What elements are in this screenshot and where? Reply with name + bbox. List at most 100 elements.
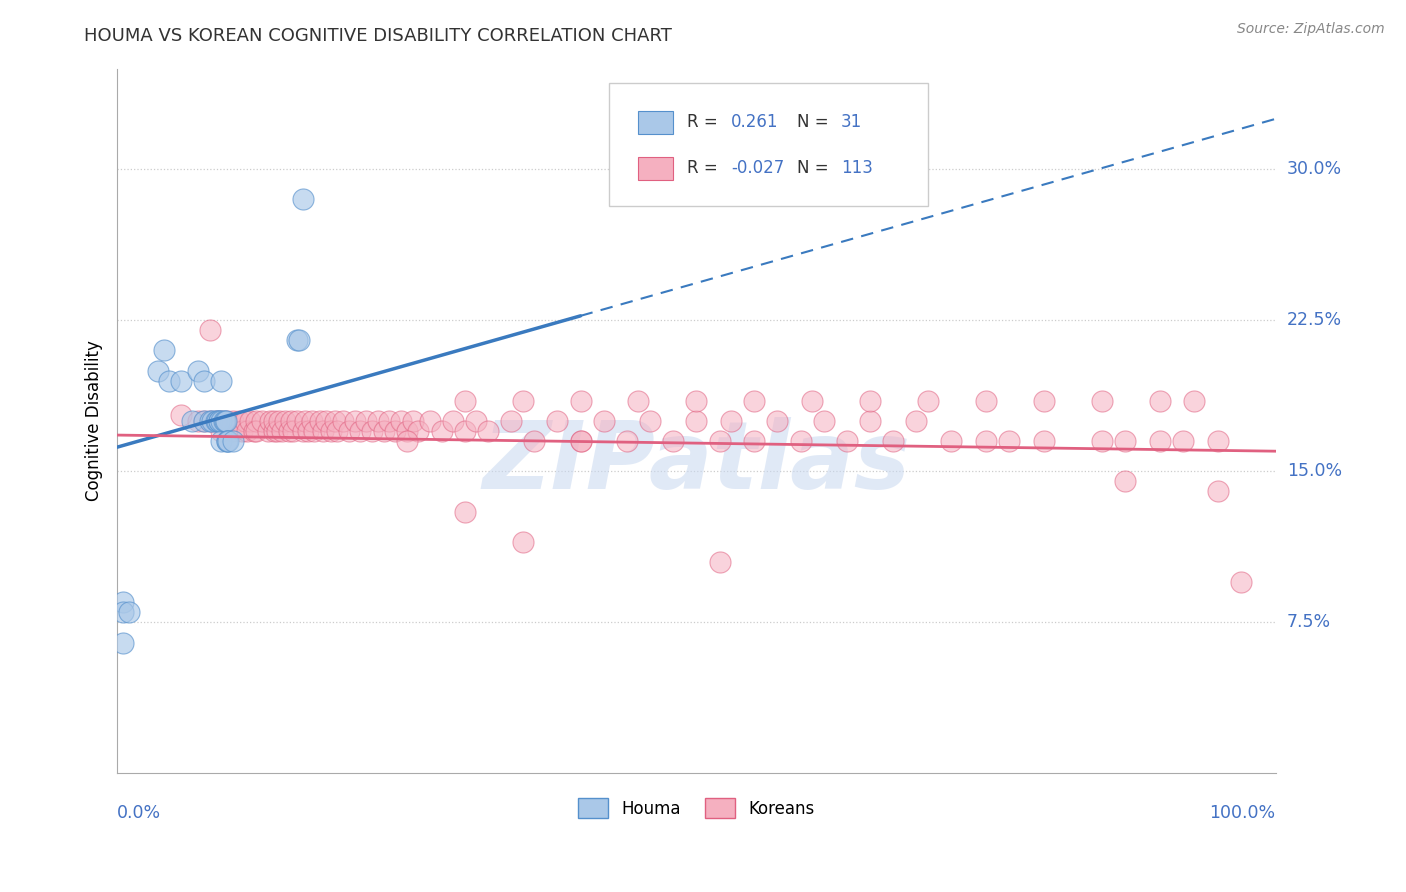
Point — [685, 414, 707, 428]
Text: Source: ZipAtlas.com: Source: ZipAtlas.com — [1237, 22, 1385, 37]
Point — [441, 414, 464, 428]
Point — [269, 414, 291, 428]
Point — [208, 414, 231, 428]
Point — [627, 393, 650, 408]
Point — [228, 414, 250, 428]
Point — [243, 424, 266, 438]
Point — [419, 414, 441, 428]
Point — [198, 414, 221, 428]
Point — [209, 414, 232, 428]
Point — [1032, 393, 1054, 408]
Point — [170, 408, 193, 422]
Point — [217, 414, 239, 428]
Point — [401, 414, 423, 428]
Point — [288, 334, 311, 348]
Point — [941, 434, 963, 449]
Point — [454, 393, 477, 408]
Point — [323, 414, 346, 428]
Point — [1114, 434, 1136, 449]
Text: 7.5%: 7.5% — [1286, 614, 1331, 632]
Point — [294, 414, 316, 428]
Point — [569, 434, 592, 449]
Text: HOUMA VS KOREAN COGNITIVE DISABILITY CORRELATION CHART: HOUMA VS KOREAN COGNITIVE DISABILITY COR… — [84, 27, 672, 45]
Point — [1091, 393, 1114, 408]
Point — [373, 424, 395, 438]
Point — [395, 434, 418, 449]
Point — [569, 434, 592, 449]
Point — [222, 414, 245, 428]
Point — [245, 424, 267, 438]
Point — [882, 434, 904, 449]
Point — [146, 363, 169, 377]
Point — [245, 414, 267, 428]
Text: 113: 113 — [841, 160, 873, 178]
Point — [742, 434, 765, 449]
Point — [297, 424, 319, 438]
Point — [1206, 434, 1229, 449]
Point — [1206, 484, 1229, 499]
Point — [998, 434, 1021, 449]
Point — [499, 414, 522, 428]
Point — [616, 434, 638, 449]
Point — [766, 414, 789, 428]
Point — [546, 414, 568, 428]
Point — [354, 414, 377, 428]
Point — [118, 605, 141, 619]
Point — [291, 424, 314, 438]
Point — [250, 414, 273, 428]
Text: 100.0%: 100.0% — [1209, 804, 1275, 822]
Point — [332, 414, 354, 428]
Point — [204, 414, 226, 428]
Point — [214, 414, 236, 428]
Point — [209, 424, 232, 438]
Point — [813, 414, 835, 428]
Point — [789, 434, 811, 449]
Text: N =: N = — [797, 113, 828, 131]
Point — [592, 414, 614, 428]
Text: 31: 31 — [841, 113, 862, 131]
Text: 22.5%: 22.5% — [1286, 311, 1341, 329]
Point — [181, 414, 204, 428]
Point — [204, 414, 226, 428]
Point — [1091, 434, 1114, 449]
Point — [266, 424, 288, 438]
Point — [201, 414, 224, 428]
Point — [1114, 475, 1136, 489]
Point — [974, 434, 997, 449]
FancyBboxPatch shape — [609, 83, 928, 206]
Text: 30.0%: 30.0% — [1286, 161, 1341, 178]
Point — [917, 393, 939, 408]
Point — [111, 635, 134, 649]
Point — [430, 424, 453, 438]
Point — [259, 414, 281, 428]
Point — [859, 414, 882, 428]
Point — [301, 414, 323, 428]
Point — [208, 414, 231, 428]
Point — [233, 414, 256, 428]
Point — [720, 414, 742, 428]
Point — [326, 424, 349, 438]
Point — [198, 414, 221, 428]
Bar — [638, 157, 673, 179]
Point — [217, 434, 239, 449]
Point — [302, 424, 325, 438]
Point — [384, 424, 406, 438]
Point — [270, 424, 292, 438]
Point — [274, 414, 297, 428]
Point — [309, 414, 332, 428]
Text: ZIPatlas: ZIPatlas — [482, 417, 911, 509]
Point — [512, 534, 534, 549]
Point — [312, 424, 335, 438]
Point — [709, 555, 731, 569]
Point — [193, 414, 215, 428]
Point — [408, 424, 430, 438]
Point — [1171, 434, 1194, 449]
Point — [477, 424, 499, 438]
Point — [170, 374, 193, 388]
Text: R =: R = — [688, 113, 718, 131]
Point — [217, 434, 239, 449]
Text: R =: R = — [688, 160, 718, 178]
Legend: Houma, Koreans: Houma, Koreans — [571, 791, 821, 825]
Point — [209, 374, 232, 388]
Point — [454, 424, 477, 438]
